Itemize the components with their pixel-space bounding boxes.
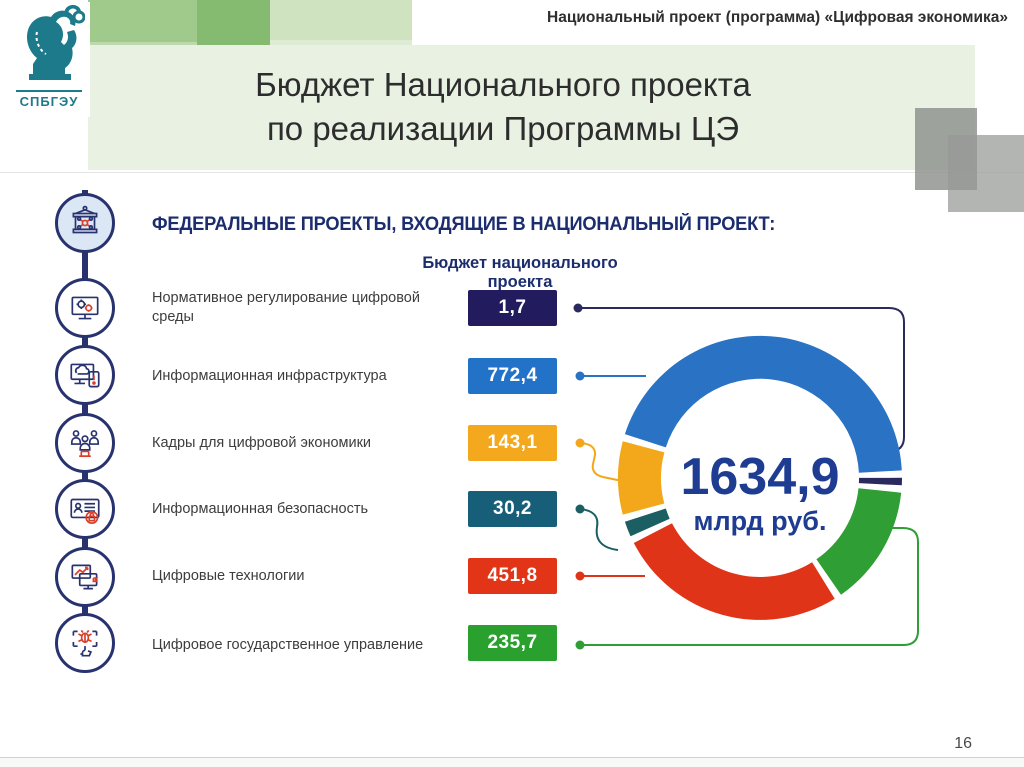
griffin-logo-icon [27,5,85,81]
chart-title: Бюджет национального проекта [422,254,618,291]
rail-circle-security [55,479,115,539]
donut-segment-4 [633,523,835,620]
rail-circle-technology [55,547,115,607]
monitor-chart-icon [71,564,99,590]
rail-circle-staff [55,413,115,473]
donut-segment-2 [617,441,665,515]
deco-green-square [270,0,412,40]
donut-total-value: 1634,9 [680,448,839,506]
deco-green-square [88,0,197,42]
value-box-technology: 451,8 [468,558,557,594]
bottom-border [0,757,1024,758]
donut-segment-5 [816,488,902,595]
value-box-regulation: 1,7 [468,290,557,326]
callout-dot [575,640,585,650]
page-title-line1: Бюджет Национального проекта [255,66,751,103]
row-label-staff: Кадры для цифровой экономики [152,435,372,451]
university-logo: СПБГЭУ [8,2,90,117]
callout-dot [575,571,585,581]
row-label-infrastructure: Информационная инфраструктура [152,368,387,384]
donut-segment-0 [858,477,902,486]
callout-line-security [579,508,619,551]
title-band [88,45,975,170]
rail-circle-header [55,193,115,253]
row-label-government: Цифровое государственное управление [152,637,424,653]
bug-control-icon [72,629,98,657]
page-number: 16 [954,735,972,752]
value-box-security: 30,2 [468,491,557,527]
team-icon [70,430,100,458]
row-label-regulation: Нормативное регулирование цифровой среды [152,290,420,325]
callout-line-staff [579,442,628,483]
value-box-staff: 143,1 [468,425,557,461]
donut-segment-1 [624,335,902,473]
monitor-gears-icon [71,296,99,320]
rail-circle-government [55,613,115,673]
deco-gray-square [948,135,1024,212]
donut-segments [617,335,902,620]
id-card-lock-icon [70,498,100,524]
monitor-cloud-phone-icon [70,363,100,388]
callout-dot [575,438,585,448]
value-box-government: 235,7 [468,625,557,661]
donut-total-unit: млрд руб. [694,506,827,536]
logo-abbr: СПБГЭУ [16,90,82,109]
header-project-label: Национальный проект (программа) «Цифрова… [547,9,1008,26]
row-label-security: Информационная безопасность [152,501,369,517]
callout-dot [575,371,585,381]
bottom-strip [0,758,1024,767]
section-heading: ФЕДЕРАЛЬНЫЕ ПРОЕКТЫ, ВХОДЯЩИЕ В НАЦИОНАЛ… [152,214,776,235]
value-box-infrastructure: 772,4 [468,358,557,394]
page-title: Бюджет Национального проекта по реализац… [88,63,918,151]
callout-line-government [580,527,919,646]
row-label-technology: Цифровые технологии [152,568,305,584]
rail-circle-infrastructure [55,345,115,405]
rail-circle-regulation [55,278,115,338]
divider [0,172,1024,173]
callout-dot [575,504,585,514]
callout-dot [573,303,583,313]
page-title-line2: по реализации Программы ЦЭ [266,110,740,147]
presentation-network-icon [72,205,98,234]
donut-segment-3 [624,508,670,537]
